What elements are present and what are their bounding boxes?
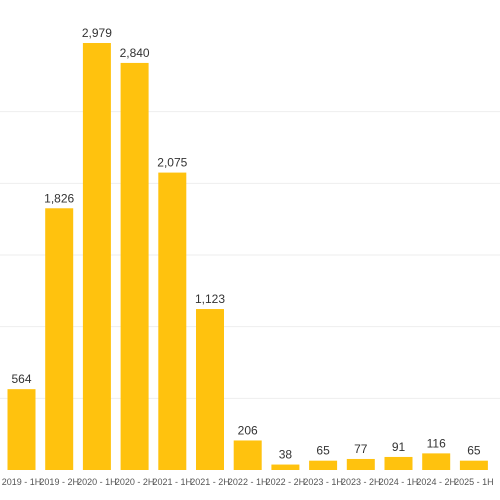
bar[interactable]	[271, 464, 300, 470]
bar-value-label: 1,123	[195, 292, 225, 306]
bar[interactable]	[7, 389, 36, 470]
bar-value-label: 2,840	[120, 46, 150, 60]
x-tick-label: 2023 - 1H	[303, 477, 343, 487]
x-tick-label: 2022 - 1H	[228, 477, 268, 487]
bar[interactable]	[120, 62, 149, 470]
bar-value-label: 65	[316, 444, 330, 458]
gridlines	[0, 111, 500, 399]
bar-value-label: 91	[392, 440, 406, 454]
bar[interactable]	[346, 458, 375, 470]
x-tick-label: 2025 - 1H	[454, 477, 494, 487]
bar[interactable]	[45, 208, 74, 471]
x-tick-label: 2024 - 1H	[379, 477, 419, 487]
x-tick-label: 2019 - 2H	[39, 477, 79, 487]
bar[interactable]	[309, 460, 338, 470]
x-tick-label: 2021 - 2H	[190, 477, 230, 487]
bar[interactable]	[233, 440, 262, 470]
value-labels: 564 1,826 2,979 2,840 2,075 1,123 206 38 65 77 91 1…	[11, 26, 480, 462]
bar-value-label: 2,075	[157, 156, 187, 170]
x-tick-label: 2019 - 1H	[2, 477, 42, 487]
x-tick-label: 2023 - 2H	[341, 477, 381, 487]
bar-value-label: 77	[354, 442, 368, 456]
bar-value-label: 116	[427, 436, 446, 450]
bar[interactable]	[384, 456, 413, 470]
bar[interactable]	[422, 453, 451, 470]
bar-value-label: 2,979	[82, 26, 112, 40]
bar-value-label: 38	[279, 448, 293, 462]
x-tick-label: 2021 - 1H	[153, 477, 193, 487]
x-tick-label: 2020 - 2H	[115, 477, 155, 487]
x-tick-label: 2020 - 1H	[77, 477, 117, 487]
bar[interactable]	[158, 172, 187, 471]
bar-value-label: 65	[467, 444, 481, 458]
x-tick-label: 2022 - 2H	[266, 477, 306, 487]
x-tick-label: 2024 - 2H	[416, 477, 456, 487]
bar-value-label: 1,826	[44, 191, 74, 205]
bar-value-label: 564	[11, 372, 31, 386]
bar[interactable]	[459, 460, 488, 470]
bars	[7, 43, 488, 471]
bar[interactable]	[82, 43, 111, 470]
bar-value-label: 206	[238, 423, 258, 437]
bar[interactable]	[196, 309, 224, 470]
